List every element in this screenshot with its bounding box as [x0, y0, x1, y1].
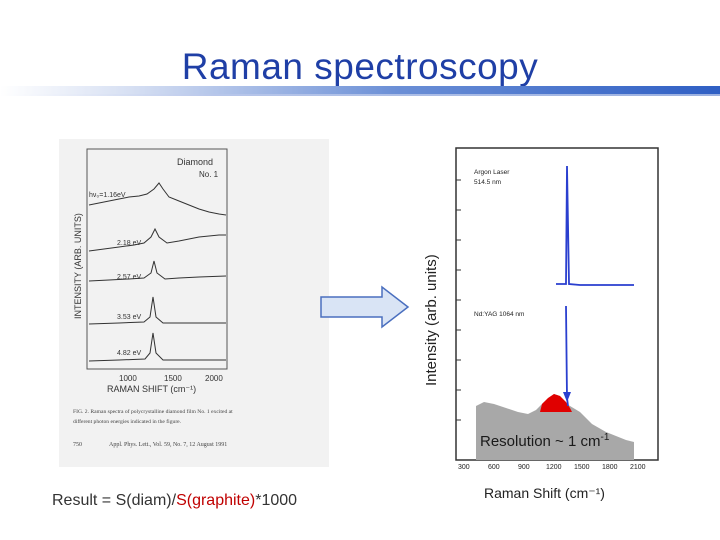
result-slash: / [171, 492, 177, 509]
result-prefix: Result = [52, 492, 116, 509]
left-xlabel: RAMAN SHIFT (cm⁻¹) [107, 384, 196, 394]
right-ndyag-peak-arrow [563, 392, 571, 402]
right-red-area [540, 394, 572, 412]
left-legend-diamond: Diamond [177, 157, 213, 167]
right-xtick-900: 900 [518, 464, 530, 471]
left-caption-line-2: different photon energies indicated in t… [73, 418, 182, 425]
left-figure-svg: INTENSITY (ARB. UNITS) Diamond No. 1 hν₀… [73, 148, 233, 448]
right-xtick-1800: 1800 [602, 464, 618, 471]
right-ndyag-label: Nd:YAG 1064 nm [474, 311, 524, 318]
left-trace-3 [88, 260, 227, 282]
right-xtick-1200: 1200 [546, 464, 562, 471]
left-trace-5 [88, 332, 226, 362]
right-yticks [456, 179, 461, 421]
right-xtick-300: 300 [458, 464, 470, 471]
left-trace-4 [88, 296, 226, 325]
right-arrow-icon [320, 285, 410, 329]
right-argon-spectrum [556, 165, 634, 286]
right-argon-label: Argon Laser [474, 169, 510, 176]
left-caption-line-1: FIG. 2. Raman spectra of polycrystalline… [73, 408, 233, 415]
left-trace-1-label: hν₀=1.16eV [89, 192, 126, 199]
right-figure-svg: Intensity (arb. units) Argon Laser 514.5… [423, 147, 659, 501]
title-underline [0, 86, 720, 94]
resolution-note: Resolution ~ 1 cm-1 [480, 432, 609, 450]
left-xtick-1000: 1000 [119, 374, 137, 383]
left-legend-no1: No. 1 [199, 170, 219, 179]
left-journal-page: 750 [73, 442, 82, 448]
resolution-text: Resolution ~ 1 cm [480, 433, 601, 450]
right-gray-area [476, 394, 634, 460]
left-xtick-2000: 2000 [205, 374, 223, 383]
left-trace-5-label: 4.82 eV [117, 350, 141, 357]
left-journal-citation: Appl. Phys. Lett., Vol. 59, No. 7, 12 Au… [109, 442, 227, 448]
left-trace-4-label: 3.53 eV [117, 314, 141, 321]
left-trace-1 [88, 182, 227, 216]
right-xtick-600: 600 [488, 464, 500, 471]
slide-title: Raman spectroscopy [181, 46, 539, 87]
left-xtick-1500: 1500 [164, 374, 182, 383]
left-figure-scan: INTENSITY (ARB. UNITS) Diamond No. 1 hν₀… [59, 139, 329, 467]
result-formula: Result = S(diam)/S(graphite)*1000 [52, 492, 297, 510]
right-xtick-2100: 2100 [630, 464, 646, 471]
left-ylabel: INTENSITY (ARB. UNITS) [73, 213, 83, 319]
right-xtick-1500: 1500 [574, 464, 590, 471]
left-plot-frame [86, 148, 228, 370]
left-trace-3-label: 2.57 eV [117, 274, 141, 281]
left-trace-2 [88, 227, 226, 252]
resolution-exponent: -1 [600, 432, 610, 443]
result-numerator: S(diam) [115, 492, 172, 509]
left-trace-2-label: 2.18 eV [117, 240, 141, 247]
result-denominator: S(graphite) [176, 492, 256, 509]
right-xlabel: Raman Shift (cm⁻¹) [484, 485, 605, 501]
result-suffix: *1000 [255, 492, 298, 509]
right-argon-wavelength: 514.5 nm [474, 179, 501, 186]
right-ylabel: Intensity (arb. units) [423, 254, 440, 386]
title-underline-thin [0, 94, 720, 96]
right-figure-scan: Intensity (arb. units) Argon Laser 514.5… [420, 140, 660, 504]
